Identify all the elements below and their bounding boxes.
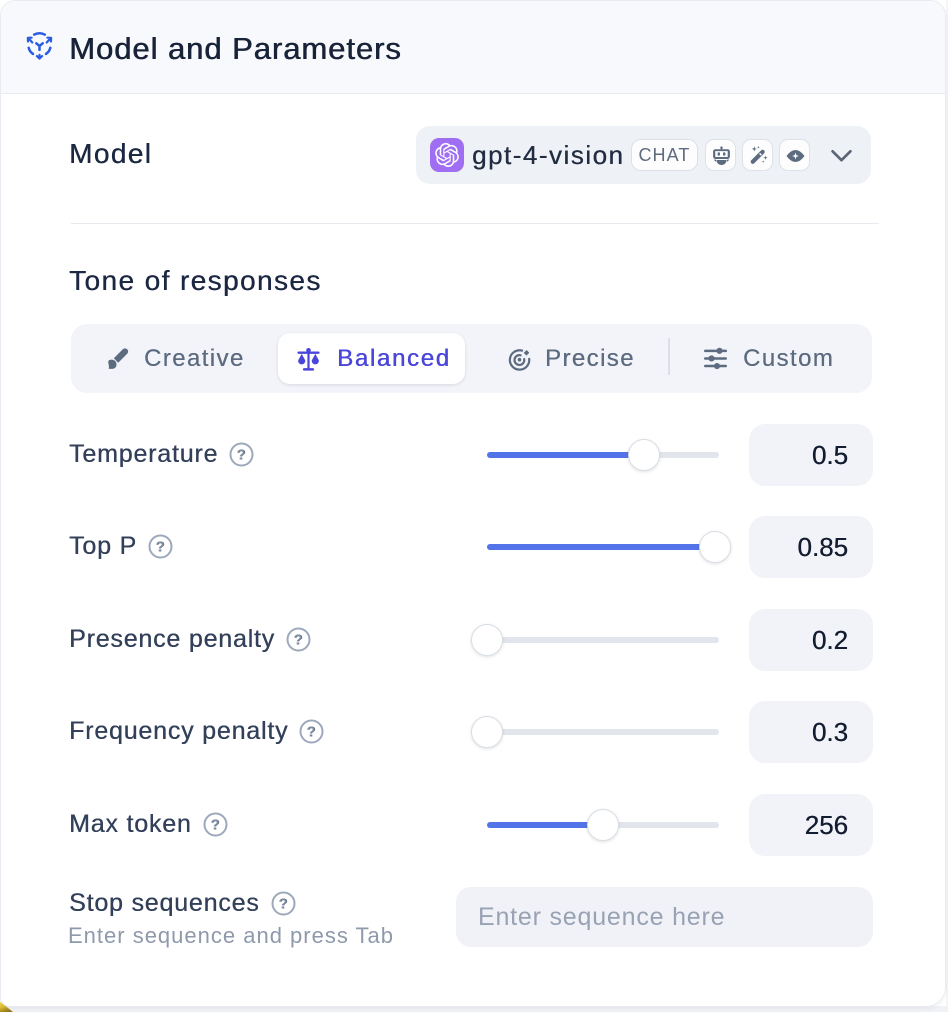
svg-text:?: ? xyxy=(210,817,220,834)
svg-text:?: ? xyxy=(294,632,304,649)
svg-text:?: ? xyxy=(307,724,317,741)
svg-text:?: ? xyxy=(237,447,247,464)
svg-text:?: ? xyxy=(278,896,288,913)
svg-text:?: ? xyxy=(155,539,165,556)
